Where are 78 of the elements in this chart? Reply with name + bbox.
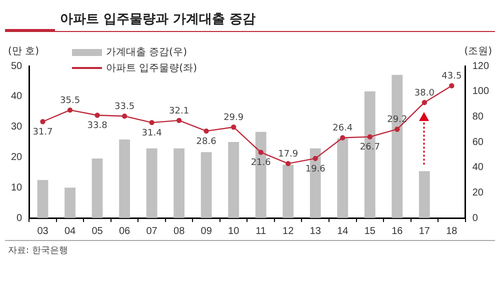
- bar: [37, 180, 48, 218]
- point: [94, 112, 100, 118]
- bar: [282, 164, 294, 218]
- data-label: 17.9: [278, 149, 298, 160]
- bar: [337, 138, 348, 218]
- x-tick-label: 12: [282, 226, 294, 237]
- legend-label: 아파트 입주물량(좌): [106, 62, 197, 75]
- y2-tick-label: 120: [472, 60, 490, 72]
- data-label: 28.6: [196, 136, 217, 147]
- point: [394, 126, 400, 132]
- y2-axis-title: (조원): [464, 45, 492, 58]
- data-label: 33.5: [114, 102, 135, 112]
- point: [67, 107, 73, 113]
- data-label: 43.5: [442, 72, 462, 82]
- y2-tick-label: 20: [472, 187, 484, 198]
- x-tick-label: 16: [392, 226, 404, 237]
- point: [449, 83, 454, 88]
- x-tick-label: 07: [146, 226, 158, 237]
- point: [286, 160, 291, 166]
- point: [258, 150, 264, 155]
- point: [422, 100, 428, 106]
- data-label: 38.0: [414, 88, 435, 98]
- chart-title: 아파트 입주물량과 가계대출 증감: [60, 11, 256, 28]
- data-label: 21.6: [250, 158, 272, 168]
- point: [204, 128, 209, 134]
- data-label: 33.8: [87, 121, 108, 132]
- point: [312, 156, 318, 162]
- data-label: 35.5: [60, 96, 80, 106]
- point: [176, 118, 182, 124]
- bar: [146, 148, 158, 218]
- x-tick-label: 04: [64, 226, 76, 237]
- data-label: 29.2: [387, 115, 408, 126]
- y-tick-label: 50: [11, 60, 23, 72]
- y2-tick-label: 60: [472, 136, 484, 148]
- x-tick-label: 14: [337, 226, 349, 237]
- bar: [174, 148, 185, 218]
- x-tick-label: 18: [446, 226, 458, 237]
- bar: [92, 158, 103, 218]
- point: [230, 124, 236, 130]
- x-tick-label: 11: [256, 226, 266, 237]
- data-label: 19.6: [305, 164, 326, 174]
- data-label: 31.4: [142, 128, 162, 138]
- point: [149, 120, 154, 126]
- x-tick-label: 06: [118, 226, 131, 237]
- x-tick-label: 15: [364, 226, 376, 237]
- legend-label: 가계대출 증감(우): [106, 46, 187, 59]
- bar: [418, 171, 430, 218]
- x-tick-label: 10: [228, 226, 240, 237]
- y-tick-label: 30: [11, 122, 23, 133]
- x-tick-label: 08: [174, 226, 186, 237]
- y-axis-title: (만 호): [8, 45, 39, 58]
- data-label: 32.1: [169, 106, 190, 116]
- y2-tick-label: 0: [472, 212, 478, 224]
- x-tick-label: 03: [37, 226, 49, 237]
- y2-tick-label: 80: [472, 111, 484, 122]
- y2-tick-label: 40: [472, 162, 484, 174]
- data-label: 29.9: [224, 112, 244, 123]
- y-tick-label: 0: [16, 212, 23, 224]
- data-label: 31.7: [32, 127, 53, 138]
- point: [367, 134, 372, 140]
- text: 자료: 한국은행: [8, 245, 68, 257]
- bar: [119, 139, 130, 218]
- y-tick-label: 10: [11, 182, 23, 194]
- y-tick-label: 20: [11, 152, 23, 163]
- x-tick-label: 17: [418, 226, 430, 237]
- y2-tick-label: 100: [472, 86, 490, 98]
- x-tick-label: 09: [200, 226, 212, 237]
- bar: [200, 152, 212, 218]
- point: [340, 135, 346, 140]
- data-label: 26.7: [360, 142, 380, 153]
- point: [122, 114, 128, 119]
- data-label: 26.4: [332, 124, 353, 134]
- point: [40, 119, 46, 124]
- bar: [64, 188, 76, 218]
- x-tick-label: 13: [310, 226, 322, 237]
- x-tick-label: 05: [92, 226, 104, 237]
- bar: [228, 142, 240, 218]
- y-tick-label: 40: [11, 91, 23, 102]
